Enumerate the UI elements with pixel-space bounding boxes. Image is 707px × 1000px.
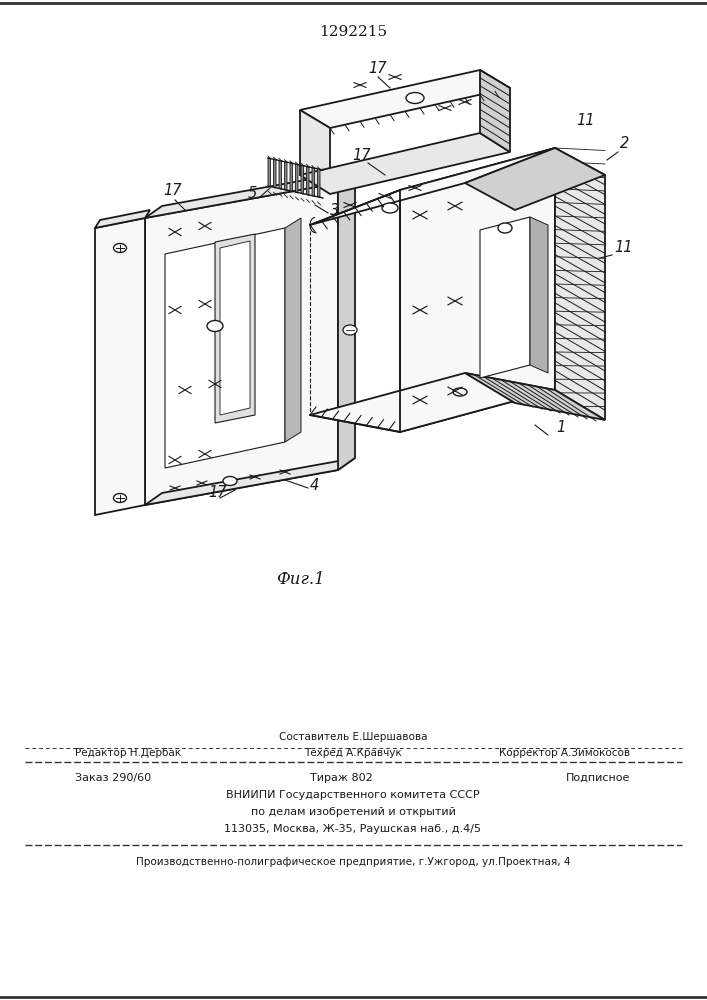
Text: Заказ 290/60: Заказ 290/60 [75, 773, 151, 783]
Text: Составитель Е.Шершавова: Составитель Е.Шершавова [279, 732, 427, 742]
Polygon shape [530, 217, 548, 373]
Ellipse shape [406, 93, 424, 104]
Ellipse shape [223, 477, 237, 486]
Text: Редактор Н.Дербак: Редактор Н.Дербак [75, 748, 181, 758]
Text: 5: 5 [248, 186, 257, 201]
Polygon shape [400, 148, 555, 432]
Polygon shape [310, 373, 555, 432]
Polygon shape [317, 169, 320, 198]
Ellipse shape [453, 388, 467, 396]
Text: Техред А.Кравчук: Техред А.Кравчук [304, 748, 402, 758]
Ellipse shape [114, 243, 127, 252]
Text: 17: 17 [163, 183, 182, 198]
Polygon shape [312, 168, 315, 197]
Polygon shape [279, 160, 281, 189]
Text: 17: 17 [352, 148, 370, 163]
Ellipse shape [498, 223, 512, 233]
Polygon shape [338, 171, 355, 470]
Polygon shape [145, 458, 355, 505]
Polygon shape [480, 217, 530, 378]
Polygon shape [301, 165, 303, 194]
Polygon shape [165, 228, 285, 468]
Text: 11: 11 [576, 113, 595, 128]
Polygon shape [95, 218, 145, 515]
Polygon shape [300, 70, 510, 128]
Text: Фиг.1: Фиг.1 [276, 572, 325, 588]
Polygon shape [95, 210, 150, 228]
Text: 4: 4 [310, 478, 320, 493]
Polygon shape [284, 162, 287, 191]
Polygon shape [310, 148, 555, 225]
Text: 2: 2 [620, 136, 629, 151]
Text: 113035, Москва, Ж-35, Раушская наб., д.4/5: 113035, Москва, Ж-35, Раушская наб., д.4… [225, 824, 481, 834]
Polygon shape [465, 373, 605, 420]
Polygon shape [220, 241, 250, 415]
Text: ВНИИПИ Государственного комитета СССР: ВНИИПИ Государственного комитета СССР [226, 790, 480, 800]
Polygon shape [300, 110, 330, 193]
Text: 17: 17 [368, 61, 387, 76]
Text: Корректор А.Зимокосов: Корректор А.Зимокосов [499, 748, 630, 758]
Text: 17: 17 [208, 485, 226, 500]
Text: 11: 11 [614, 240, 633, 255]
Ellipse shape [207, 320, 223, 332]
Polygon shape [296, 164, 298, 193]
Text: 1: 1 [556, 420, 566, 435]
Ellipse shape [114, 493, 127, 502]
Text: 1292215: 1292215 [319, 25, 387, 39]
Ellipse shape [382, 203, 398, 213]
Polygon shape [290, 163, 293, 192]
Polygon shape [274, 159, 276, 188]
Polygon shape [215, 234, 255, 423]
Text: Тираж 802: Тираж 802 [310, 773, 373, 783]
Polygon shape [268, 158, 271, 187]
Polygon shape [285, 218, 301, 442]
Polygon shape [555, 148, 605, 420]
Text: по делам изобретений и открытий: по делам изобретений и открытий [250, 807, 455, 817]
Polygon shape [307, 166, 309, 195]
Polygon shape [465, 148, 605, 210]
Polygon shape [145, 171, 355, 218]
Text: 3: 3 [330, 203, 339, 218]
Polygon shape [480, 70, 510, 152]
Polygon shape [145, 183, 338, 505]
Text: Производственно-полиграфическое предприятие, г.Ужгород, ул.Проектная, 4: Производственно-полиграфическое предприя… [136, 857, 571, 867]
Text: Подписное: Подписное [566, 773, 630, 783]
Ellipse shape [343, 325, 357, 335]
Polygon shape [300, 133, 510, 194]
